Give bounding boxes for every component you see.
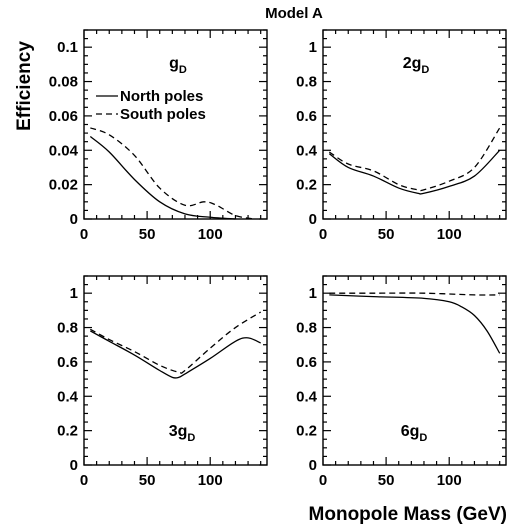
y-tick-label: 0.04 (49, 142, 79, 159)
panel-label-subscript: D (421, 64, 429, 76)
y-axis-title: Efficiency (14, 41, 35, 131)
panel-label: 3gD (169, 423, 196, 444)
panel-label-main: 3g (169, 423, 188, 440)
series-line-south-poles (328, 127, 501, 192)
y-tick-label: 0 (70, 211, 78, 228)
y-tick-label: 0.6 (57, 354, 78, 371)
y-tick-label: 0.08 (49, 74, 78, 91)
y-tick-label: 0.8 (57, 320, 78, 337)
y-tick-label: 1 (309, 285, 317, 302)
panel-label: 2gD (403, 55, 430, 76)
x-tick-label: 0 (80, 226, 88, 243)
y-tick-label: 0 (309, 457, 317, 474)
y-tick-label: 0.4 (57, 388, 79, 405)
y-tick-label: 0.1 (57, 39, 78, 56)
panel-label-subscript: D (187, 432, 195, 444)
y-tick-label: 0.4 (296, 388, 318, 405)
y-tick-label: 0 (70, 457, 78, 474)
panel-1: 0 50 100 0 0.02 0.04 0.06 0.08 0.1 gD North polesS… (49, 29, 268, 243)
panel-3: 0 50 100 0 0.2 0.4 0.6 0.8 1 3gD (57, 275, 268, 489)
x-tick-label: 0 (319, 472, 327, 489)
x-tick-label: 100 (437, 472, 462, 489)
series-line-north-poles (328, 149, 501, 195)
series-line-north-poles (89, 136, 236, 220)
panel-label-main: g (169, 55, 179, 72)
x-tick-label: 50 (139, 472, 156, 489)
panel-2: 0 50 100 0 0.2 0.4 0.6 0.8 1 2gD (296, 29, 507, 243)
panel-label-subscript: D (179, 64, 187, 76)
series-line-south-poles (90, 127, 255, 220)
y-tick-label: 0.02 (49, 177, 78, 194)
y-tick-label: 0.2 (296, 177, 317, 194)
legend-label: South poles (120, 106, 206, 123)
x-tick-label: 50 (139, 226, 156, 243)
panel-label-main: 2g (403, 55, 422, 72)
y-tick-label: 0.6 (296, 108, 317, 125)
x-tick-label: 0 (319, 226, 327, 243)
y-tick-label: 0.2 (296, 423, 317, 440)
panel-label-subscript: D (419, 432, 427, 444)
y-tick-label: 1 (309, 39, 317, 56)
x-tick-label: 50 (378, 472, 395, 489)
panel-label: 6gD (401, 423, 428, 444)
y-tick-label: 0.6 (296, 354, 317, 371)
x-tick-label: 100 (198, 472, 223, 489)
y-tick-label: 0.2 (57, 423, 78, 440)
y-tick-label: 0.8 (296, 320, 317, 337)
series-line-north-poles (89, 330, 261, 379)
panel-label-main: 6g (401, 423, 420, 440)
series-line-south-poles (329, 292, 500, 296)
panel-label: gD (169, 55, 187, 76)
y-tick-label: 1 (70, 285, 78, 302)
y-tick-label: 0.8 (296, 74, 317, 91)
y-tick-label: 0.4 (296, 142, 318, 159)
figure-title: Model A (265, 5, 323, 22)
series-line-south-poles (89, 311, 262, 374)
legend-label: North poles (120, 88, 203, 105)
y-tick-label: 0.06 (49, 108, 78, 125)
x-tick-label: 100 (437, 226, 462, 243)
x-tick-label: 100 (198, 226, 223, 243)
x-tick-label: 50 (378, 226, 395, 243)
x-tick-label: 0 (80, 472, 88, 489)
y-tick-label: 0 (309, 211, 317, 228)
series-line-north-poles (329, 294, 501, 354)
panel-4: 0 50 100 0 0.2 0.4 0.6 0.8 1 6gD (296, 275, 507, 489)
x-axis-title: Monopole Mass (GeV) (309, 504, 507, 525)
